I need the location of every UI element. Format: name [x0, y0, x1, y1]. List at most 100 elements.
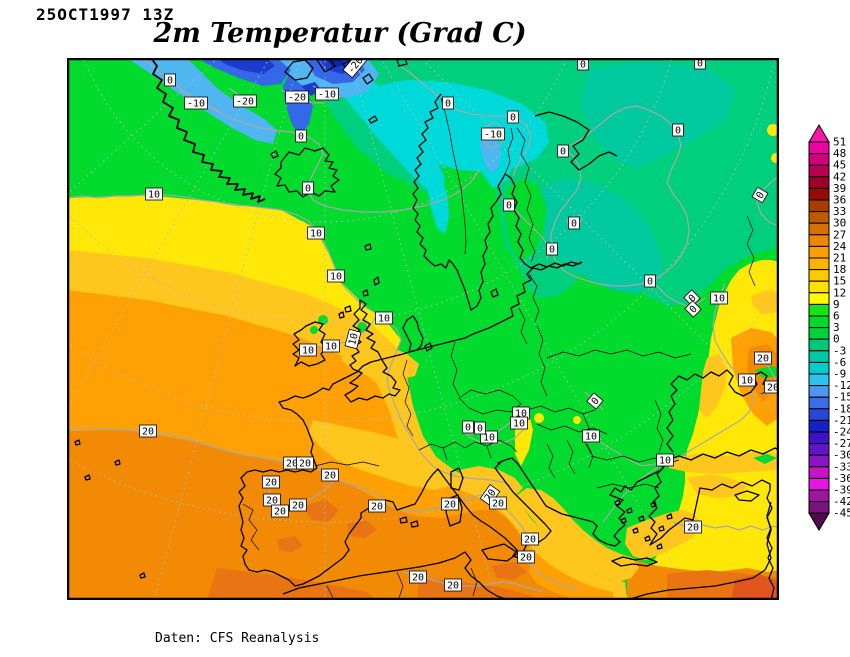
contour-label: 20: [271, 504, 289, 518]
svg-text:10: 10: [585, 432, 597, 443]
svg-text:-10: -10: [318, 90, 336, 101]
contour-label: -10: [481, 127, 505, 141]
colorbar-band: [808, 222, 830, 236]
contour-label: 20: [263, 493, 281, 507]
svg-text:0: 0: [298, 132, 304, 143]
svg-text:10: 10: [310, 229, 322, 240]
colorbar-band: [808, 454, 830, 468]
colorbar-band: [808, 338, 830, 352]
contour-label: 20: [489, 496, 507, 510]
colorbar-band: [808, 443, 830, 456]
temperature-field-layer: [67, 58, 779, 600]
colorbar-band: [808, 350, 830, 363]
contour-label: 0: [442, 96, 454, 110]
colorbar-band: [808, 501, 830, 514]
colorbar-tick-label: 9: [833, 298, 840, 311]
svg-text:10: 10: [713, 294, 725, 305]
contour-label: 0: [546, 242, 558, 256]
colorbar-tick-label: -6: [833, 356, 846, 369]
svg-text:0: 0: [465, 423, 471, 434]
colorbar-band: [808, 373, 830, 387]
colorbar-band: [808, 431, 830, 445]
colorbar-tick-label: -36: [833, 472, 850, 485]
svg-text:10: 10: [330, 272, 342, 283]
colorbar-band: [808, 280, 830, 294]
colorbar-arrow-bottom: [808, 512, 830, 532]
svg-text:0: 0: [305, 184, 311, 195]
svg-text:20: 20: [292, 501, 304, 512]
map-frame: [67, 58, 779, 600]
svg-text:10: 10: [302, 346, 314, 357]
colorbar-band: [808, 466, 830, 479]
contour-label: 10: [510, 416, 528, 430]
svg-text:0: 0: [549, 245, 555, 256]
colorbar-tick-label: 30: [833, 217, 846, 230]
contour-label: 20: [321, 468, 339, 482]
colorbar-tick-label: -42: [833, 495, 850, 508]
svg-text:20: 20: [299, 459, 311, 470]
colorbar-band: [808, 419, 830, 433]
colorbar-tick-label: -33: [833, 460, 850, 473]
colorbar-tick-label: 33: [833, 205, 846, 218]
svg-text:20: 20: [447, 581, 459, 592]
colorbar-band: [808, 315, 830, 329]
colorbar-tick-label: 39: [833, 182, 846, 195]
svg-text:10: 10: [347, 332, 361, 346]
svg-text:0: 0: [571, 219, 577, 230]
contour-label: 0: [644, 274, 656, 288]
svg-text:20: 20: [767, 383, 779, 394]
svg-text:0: 0: [675, 126, 681, 137]
colorbar-tick-label: -24: [833, 426, 850, 439]
svg-text:10: 10: [741, 376, 753, 387]
page-title: 2m Temperatur (Grad C): [153, 18, 527, 49]
colorbar-band: [808, 141, 830, 155]
colorbar-tick-label: -30: [833, 449, 850, 462]
svg-text:0: 0: [697, 59, 703, 70]
contour-label: 0: [577, 58, 589, 71]
svg-text:20: 20: [371, 502, 383, 513]
run-timestamp: 25OCT1997 13Z: [36, 5, 175, 24]
svg-text:-20: -20: [288, 93, 306, 104]
contour-label: 0: [164, 73, 176, 87]
colorbar-tick-label: -18: [833, 402, 850, 415]
colorbar-band: [808, 292, 830, 305]
credit-line-data-source: Daten: CFS Reanalysis: [155, 631, 320, 646]
svg-text:10: 10: [483, 433, 495, 444]
colorbar-band: [808, 396, 830, 410]
contour-label: 20: [441, 497, 459, 511]
colorbar-tick-label: 36: [833, 194, 846, 207]
svg-text:20: 20: [444, 500, 456, 511]
colorbar-tick-label: 12: [833, 286, 846, 299]
contour-label: 10: [344, 328, 362, 350]
colorbar-tick-label: 51: [833, 136, 846, 149]
contour-label: 10: [322, 339, 340, 353]
colorbar-band: [808, 164, 830, 178]
colorbar-tick-label: 21: [833, 252, 846, 265]
colorbar-tick-label: -15: [833, 391, 850, 404]
svg-text:10: 10: [378, 314, 390, 325]
colorbar-band: [808, 187, 830, 201]
svg-text:-20: -20: [236, 97, 254, 108]
colorbar-tick-label: 24: [833, 240, 847, 253]
colorbar-band: [808, 234, 830, 247]
svg-text:-10: -10: [187, 99, 205, 110]
colorbar-tick-label: 3: [833, 321, 840, 334]
svg-text:20: 20: [266, 496, 278, 507]
contour-label: 20: [764, 380, 779, 394]
colorbar-band: [808, 327, 830, 340]
colorbar-tick-label: 42: [833, 170, 846, 183]
contour-label: 0: [694, 58, 706, 70]
colorbar-band: [808, 408, 830, 421]
contour-label: 20: [684, 520, 702, 534]
colorbar-band: [808, 176, 830, 189]
svg-text:0: 0: [477, 424, 483, 435]
colorbar-band: [808, 477, 830, 491]
svg-text:20: 20: [274, 507, 286, 518]
contour-label: 20: [409, 570, 427, 584]
svg-text:20: 20: [412, 573, 424, 584]
colorbar-band: [808, 361, 830, 375]
colorbar-band: [808, 269, 830, 282]
